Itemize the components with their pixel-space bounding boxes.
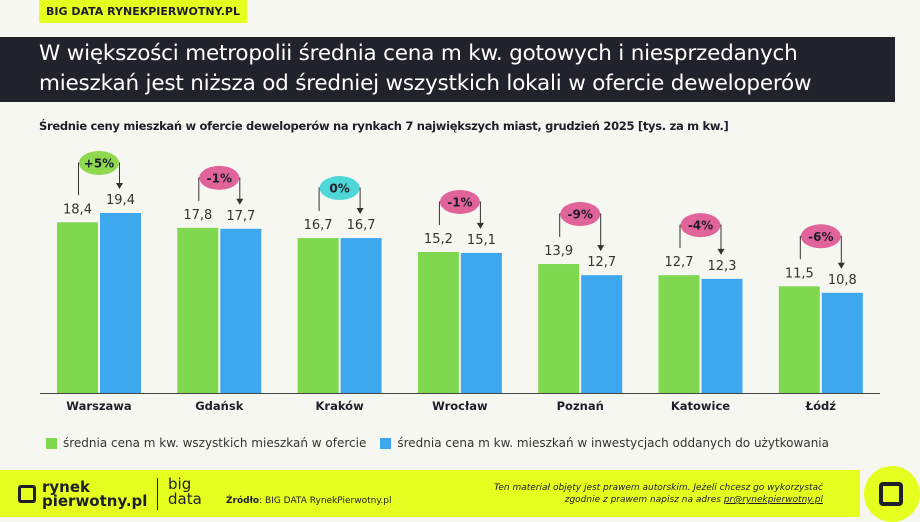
difference-label: -1%: [447, 195, 472, 209]
difference-label: -9%: [568, 208, 593, 222]
divider: [157, 478, 158, 510]
category-label: Kraków: [315, 399, 364, 413]
category-label: Poznań: [557, 399, 604, 413]
data-label: 10,8: [828, 273, 857, 288]
bar: [340, 238, 382, 393]
logo-text: rynek: [42, 478, 91, 496]
bar: [297, 238, 339, 393]
logo-square-icon: [879, 482, 903, 506]
arrow-down-icon: [476, 222, 484, 229]
bar: [658, 275, 700, 393]
data-label: 13,9: [544, 244, 573, 259]
legend-label: średnia cena m kw. wszystkich mieszkań w…: [63, 436, 367, 450]
difference-badge: [680, 213, 721, 238]
bar: [417, 251, 459, 393]
bar: [220, 228, 262, 393]
bar: [821, 292, 863, 393]
data-label: 17,8: [183, 208, 212, 223]
corner-logo: [864, 466, 920, 522]
bar: [538, 264, 580, 393]
legend-label: średnia cena m kw. mieszkań w inwestycja…: [397, 436, 829, 450]
difference-badge: [439, 189, 480, 214]
difference-label: -1%: [207, 171, 232, 185]
difference-badge: [199, 165, 240, 190]
copyright-note: Ten materiał objęty jest prawem autorski…: [494, 482, 823, 506]
data-label: 12,7: [587, 255, 616, 270]
bigdata-text: data: [168, 490, 202, 508]
difference-label: -6%: [808, 230, 833, 244]
logo-square-icon: [18, 485, 36, 503]
source-value: : BIG DATA RynekPierwotny.pl: [259, 496, 392, 506]
chart-title: Średnie ceny mieszkań w ofercie dewelope…: [39, 119, 729, 133]
data-label: 12,7: [665, 255, 694, 270]
arrow-down-icon: [597, 245, 605, 252]
source-label: Źródło: [226, 496, 260, 506]
bar: [581, 275, 623, 393]
category-label: Warszawa: [66, 399, 131, 413]
arrow-down-icon: [717, 248, 725, 255]
title-line-1: W większości metropolii średnia cena m k…: [39, 41, 798, 66]
email-link[interactable]: pr@rynekpierwotny.pl: [723, 495, 823, 505]
bar-chart: 18,4 19,4 Warszawa +5% 17,8 17,7 Gdańsk -1% 16,7…: [40, 151, 880, 413]
data-label: 15,1: [467, 233, 496, 248]
data-label: 19,4: [106, 193, 135, 208]
category-label: Wrocław: [432, 399, 488, 413]
data-label: 16,7: [304, 218, 333, 233]
difference-label: -4%: [688, 219, 713, 233]
page-title: W większości metropolii średnia cena m k…: [0, 37, 895, 102]
bigdata-text: big: [168, 475, 192, 493]
bar: [57, 222, 98, 393]
copyright-line: Ten materiał objęty jest prawem autorski…: [493, 483, 823, 493]
bar: [460, 252, 502, 393]
title-line-2: mieszkań jest niższa od średniej wszystk…: [39, 71, 812, 96]
difference-badge: [319, 176, 360, 201]
legend-swatch-green: [46, 437, 57, 449]
data-label: 12,3: [708, 259, 737, 274]
arrow-down-icon: [116, 183, 123, 189]
footer-bar: [0, 470, 860, 517]
bar: [778, 286, 820, 393]
legend: średnia cena m kw. wszystkich mieszkań w…: [46, 436, 829, 450]
bar: [100, 213, 141, 393]
arrow-down-icon: [236, 198, 244, 205]
source-note: Źródło: BIG DATA RynekPierwotny.pl: [226, 496, 391, 506]
data-label: 17,7: [226, 209, 255, 224]
rynekpierwotny-logo: rynek pierwotny.pl: [18, 478, 148, 510]
data-label: 11,5: [785, 266, 814, 281]
category-label: Łódź: [805, 399, 837, 413]
data-label: 16,7: [347, 218, 376, 233]
difference-label: +5%: [84, 157, 114, 171]
data-label: 15,2: [424, 232, 453, 247]
bar: [701, 278, 743, 393]
category-label: Katowice: [671, 399, 730, 413]
difference-label: 0%: [329, 182, 349, 196]
difference-badge: [560, 202, 601, 227]
logo-text: pierwotny.pl: [42, 492, 148, 510]
bar: [177, 227, 219, 393]
data-label: 18,4: [63, 202, 92, 217]
brand-tag: BIG DATA RYNEKPIERWOTNY.PL: [39, 0, 247, 23]
bigdata-logo: big data: [168, 477, 202, 507]
difference-badge: [79, 151, 119, 175]
legend-swatch-blue: [380, 437, 392, 449]
arrow-down-icon: [356, 208, 364, 215]
legend-item-completed: średnia cena m kw. mieszkań w inwestycja…: [380, 436, 829, 450]
category-label: Gdańsk: [195, 399, 243, 413]
legend-item-all: średnia cena m kw. wszystkich mieszkań w…: [46, 436, 366, 450]
copyright-line: zgodnie z prawem napisz na adres: [564, 495, 724, 505]
difference-badge: [800, 224, 841, 249]
arrow-down-icon: [837, 262, 845, 269]
